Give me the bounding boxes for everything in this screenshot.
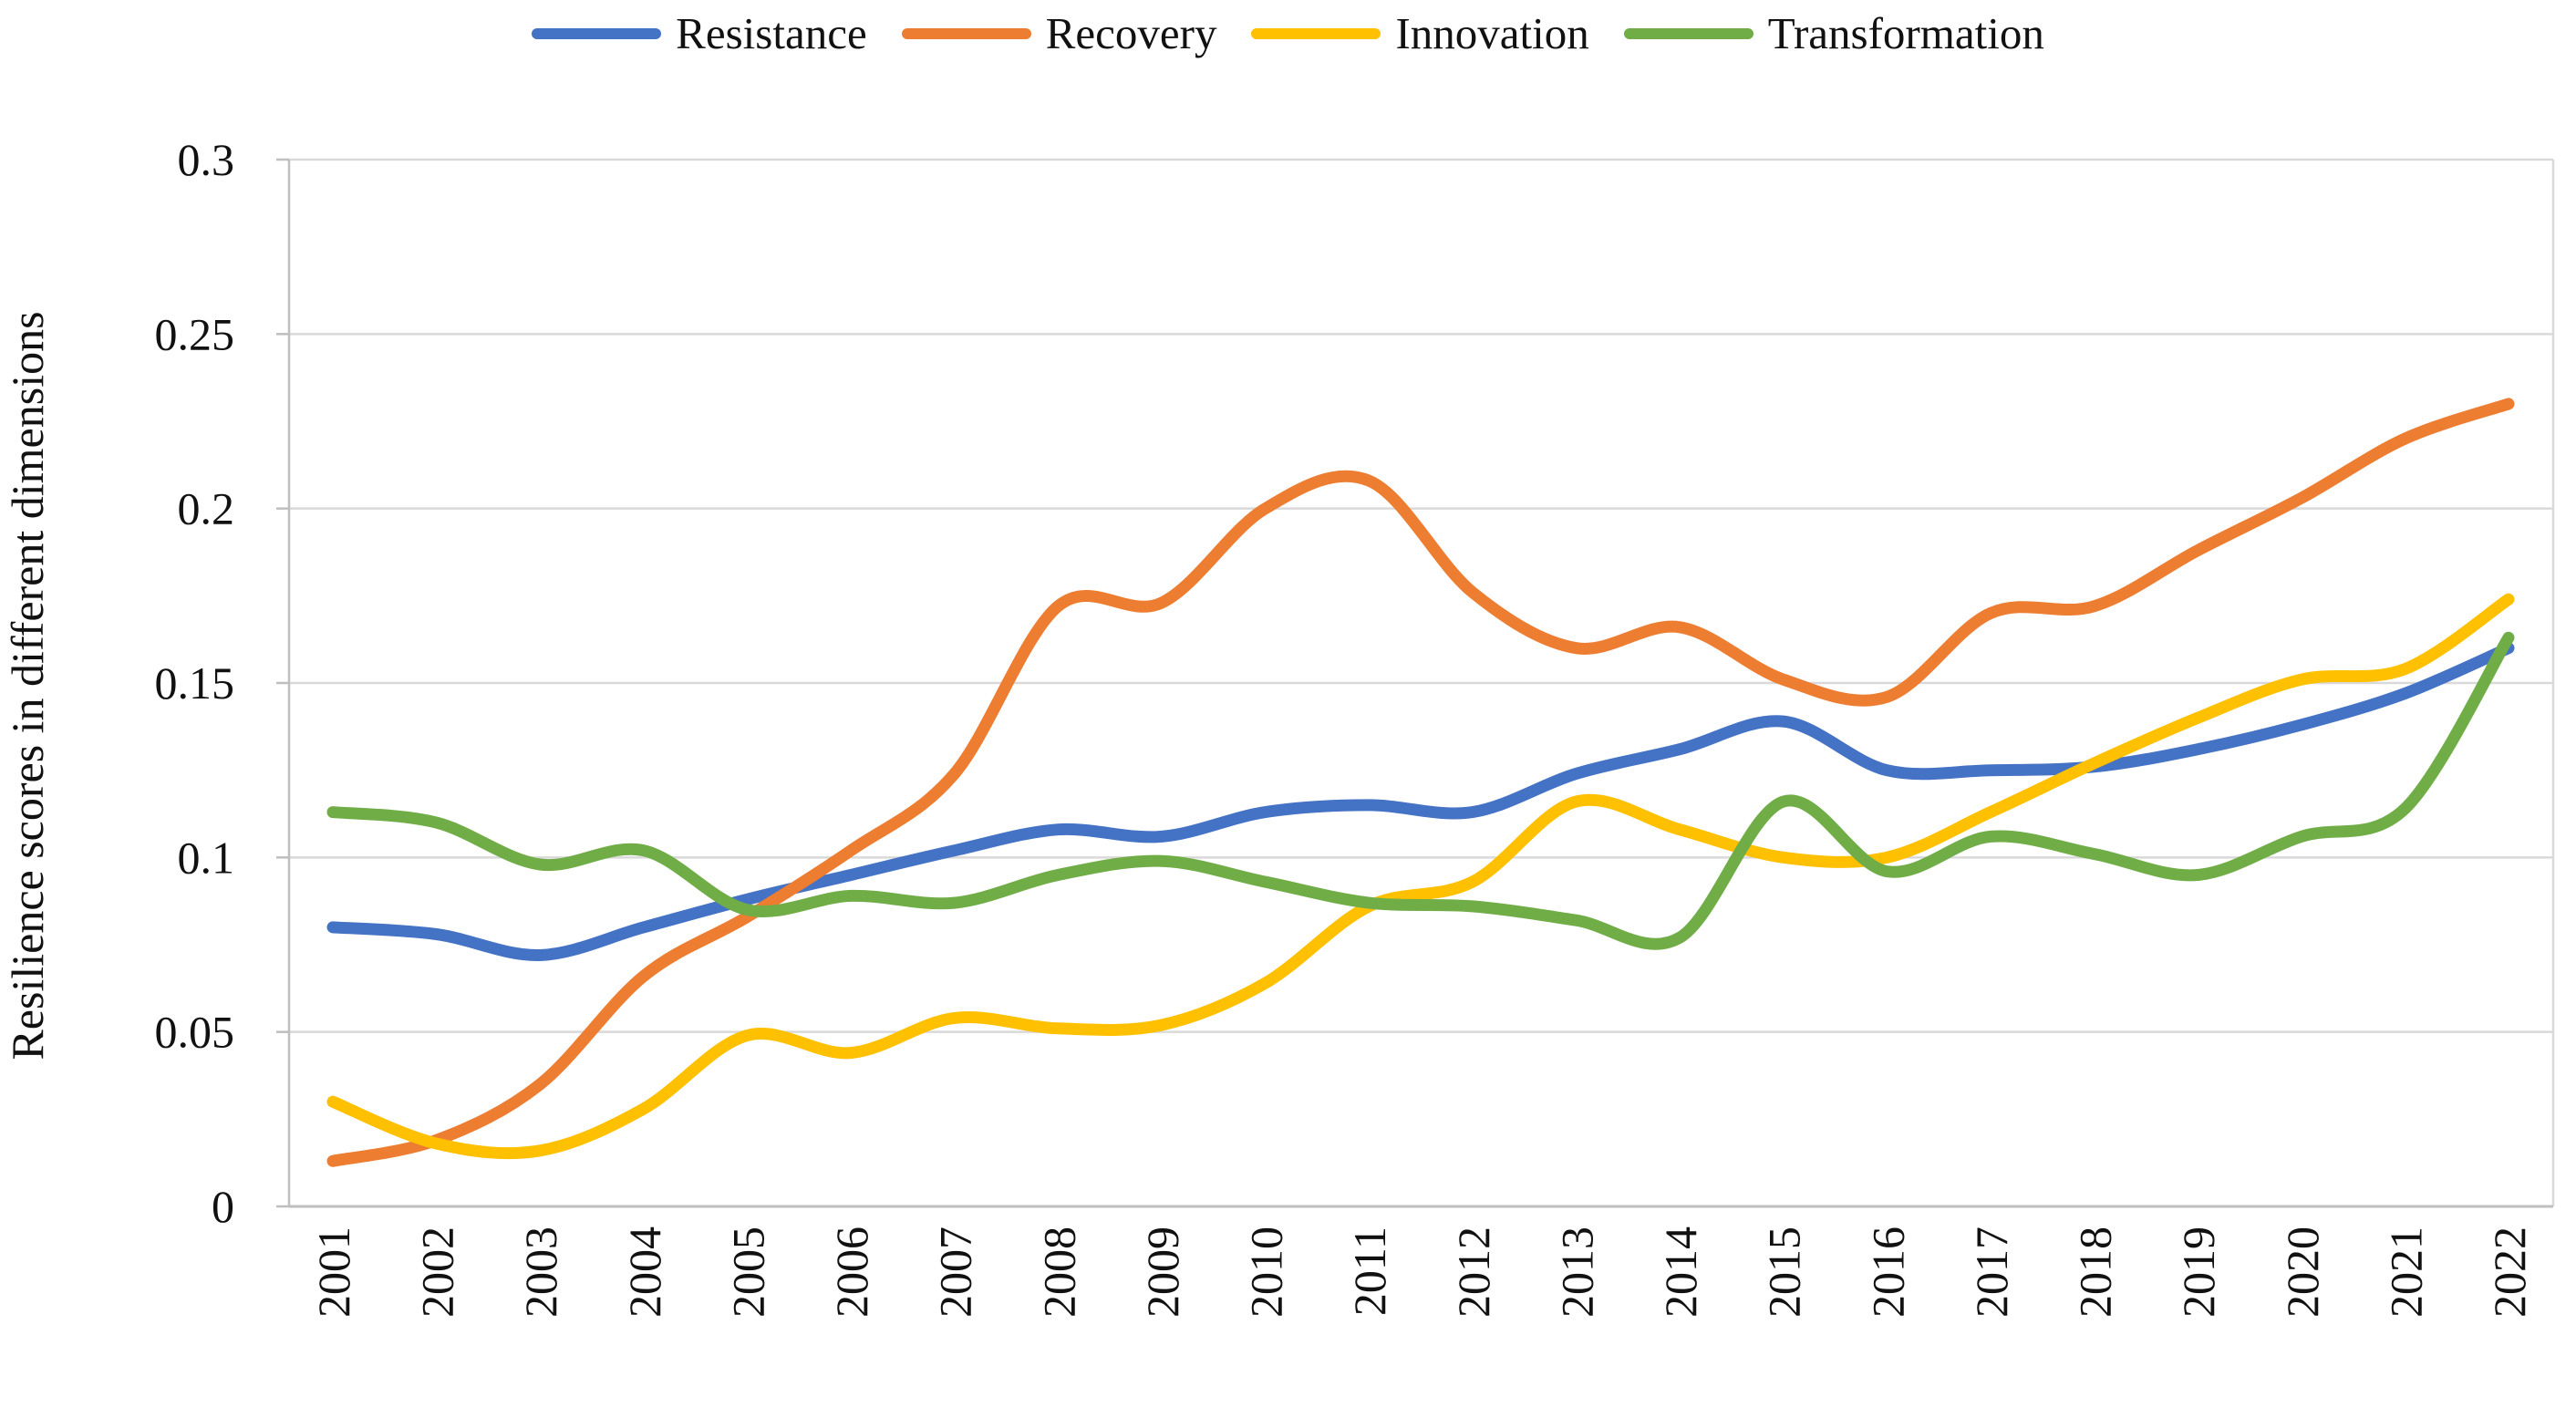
- x-tick-label: 2007: [930, 1226, 981, 1318]
- x-tick-label: 2008: [1033, 1226, 1084, 1318]
- axes: [287, 160, 2555, 1208]
- legend-label: Resistance: [676, 8, 867, 58]
- legend-label: Recovery: [1045, 8, 1217, 58]
- legend-swatch-transformation: [1623, 27, 1754, 39]
- x-tick-label: 2014: [1655, 1226, 1706, 1318]
- x-tick-label: 2020: [2277, 1226, 2328, 1318]
- y-tick-label: 0.15: [155, 657, 235, 709]
- series-line-recovery: [326, 398, 2515, 1167]
- legend-item-innovation: Innovation: [1251, 8, 1589, 58]
- y-tick-label: 0: [212, 1181, 234, 1232]
- y-tick-label: 0.3: [178, 134, 235, 185]
- x-tick-label: 2001: [308, 1226, 359, 1318]
- y-tick-label: 0.05: [155, 1007, 235, 1058]
- x-tick-label: 2003: [515, 1226, 566, 1318]
- legend: Resistance Recovery Innovation Transformati…: [0, 11, 2576, 56]
- x-tick-label: 2006: [826, 1226, 877, 1318]
- series-line-innovation: [326, 593, 2515, 1160]
- legend-item-resistance: Resistance: [532, 11, 867, 56]
- legend-label: Innovation: [1395, 8, 1589, 58]
- x-tick-label: 2021: [2380, 1226, 2431, 1318]
- x-tick-label: 2010: [1241, 1226, 1292, 1318]
- x-tick-label: 2019: [2173, 1226, 2224, 1318]
- x-tick-label: 2004: [619, 1226, 670, 1318]
- legend-item-recovery: Recovery: [901, 8, 1217, 58]
- legend-item-transformation: Transformation: [1623, 8, 2044, 58]
- series-line-transformation: [326, 631, 2515, 950]
- legend-label: Transformation: [1767, 8, 2044, 58]
- y-tick-labels: 0 0.05 0.1 0.15 0.2 0.25 0.3: [155, 134, 235, 1232]
- y-tick-label: 0.1: [178, 832, 235, 883]
- x-tick-label: 2002: [412, 1226, 463, 1318]
- x-tick-label: 2015: [1759, 1226, 1810, 1318]
- y-axis-title: Resilience scores in different dimension…: [2, 311, 53, 1061]
- x-tick-label: 2016: [1862, 1226, 1913, 1318]
- x-tick-labels: 2001 2002 2003 2004 2005 2006 2007 2008 2009 2010…: [308, 1226, 2535, 1318]
- x-tick-label: 2018: [2070, 1226, 2121, 1318]
- legend-swatch-resistance: [532, 27, 662, 39]
- legend-swatch-innovation: [1251, 27, 1381, 39]
- legend-swatch-recovery: [901, 27, 1031, 39]
- x-tick-label: 2012: [1448, 1226, 1499, 1318]
- series-line-resistance: [326, 642, 2515, 962]
- x-tick-label: 2005: [722, 1226, 773, 1318]
- x-tick-label: 2011: [1344, 1226, 1395, 1316]
- x-tick-label: 2022: [2484, 1226, 2535, 1318]
- x-tick-label: 2013: [1551, 1226, 1602, 1318]
- y-tick-label: 0.25: [155, 308, 235, 359]
- x-tick-label: 2009: [1137, 1226, 1188, 1318]
- x-tick-label: 2017: [1966, 1226, 2017, 1318]
- series-lines: [326, 398, 2515, 1167]
- gridlines: [276, 158, 2553, 1208]
- y-tick-label: 0.2: [178, 483, 235, 534]
